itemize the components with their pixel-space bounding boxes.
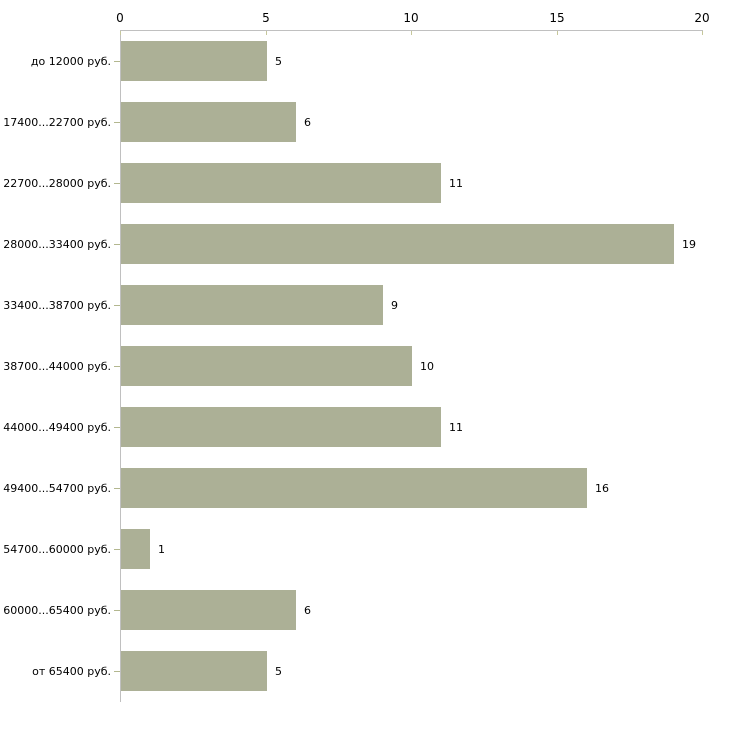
x-axis-tick-label: 0	[116, 11, 124, 25]
x-axis-line	[120, 30, 703, 31]
category-tick-mark	[114, 122, 120, 123]
x-axis-tick-label: 10	[403, 11, 419, 25]
bar	[121, 41, 267, 81]
category-label: 22700...28000 руб.	[3, 176, 111, 190]
category-tick-mark	[114, 488, 120, 489]
x-axis-tick-mark	[702, 31, 703, 35]
value-label: 9	[391, 298, 398, 312]
category-tick-mark	[114, 366, 120, 367]
value-label: 6	[304, 603, 311, 617]
value-label: 16	[595, 481, 609, 495]
x-axis-tick-mark	[557, 31, 558, 35]
category-tick-mark	[114, 183, 120, 184]
category-label: 49400...54700 руб.	[3, 481, 111, 495]
bar	[121, 102, 296, 142]
bar	[121, 468, 587, 508]
bar	[121, 163, 441, 203]
y-axis-line	[120, 30, 121, 702]
value-label: 6	[304, 115, 311, 129]
category-label: 28000...33400 руб.	[3, 237, 111, 251]
value-label: 19	[682, 237, 696, 251]
bar	[121, 590, 296, 630]
x-axis-tick-mark	[411, 31, 412, 35]
category-label: от 65400 руб.	[32, 664, 111, 678]
category-label: 38700...44000 руб.	[3, 359, 111, 373]
bar	[121, 651, 267, 691]
category-label: 54700...60000 руб.	[3, 542, 111, 556]
bar	[121, 407, 441, 447]
category-label: до 12000 руб.	[30, 54, 111, 68]
category-label: 17400...22700 руб.	[3, 115, 111, 129]
category-tick-mark	[114, 610, 120, 611]
x-axis-tick-label: 15	[549, 11, 565, 25]
bar	[121, 529, 150, 569]
category-label: 60000...65400 руб.	[3, 603, 111, 617]
bar	[121, 285, 383, 325]
value-label: 11	[449, 176, 463, 190]
value-label: 11	[449, 420, 463, 434]
category-tick-mark	[114, 244, 120, 245]
category-tick-mark	[114, 549, 120, 550]
x-axis-tick-label: 20	[694, 11, 710, 25]
category-label: 44000...49400 руб.	[3, 420, 111, 434]
value-label: 5	[275, 664, 282, 678]
bar	[121, 224, 674, 264]
category-tick-mark	[114, 427, 120, 428]
value-label: 1	[158, 542, 165, 556]
x-axis-tick-label: 5	[262, 11, 270, 25]
value-label: 5	[275, 54, 282, 68]
x-axis-tick-mark	[266, 31, 267, 35]
category-tick-mark	[114, 61, 120, 62]
bar	[121, 346, 412, 386]
category-tick-mark	[114, 671, 120, 672]
value-label: 10	[420, 359, 434, 373]
category-tick-mark	[114, 305, 120, 306]
x-axis-tick-mark	[120, 31, 121, 35]
category-label: 33400...38700 руб.	[3, 298, 111, 312]
